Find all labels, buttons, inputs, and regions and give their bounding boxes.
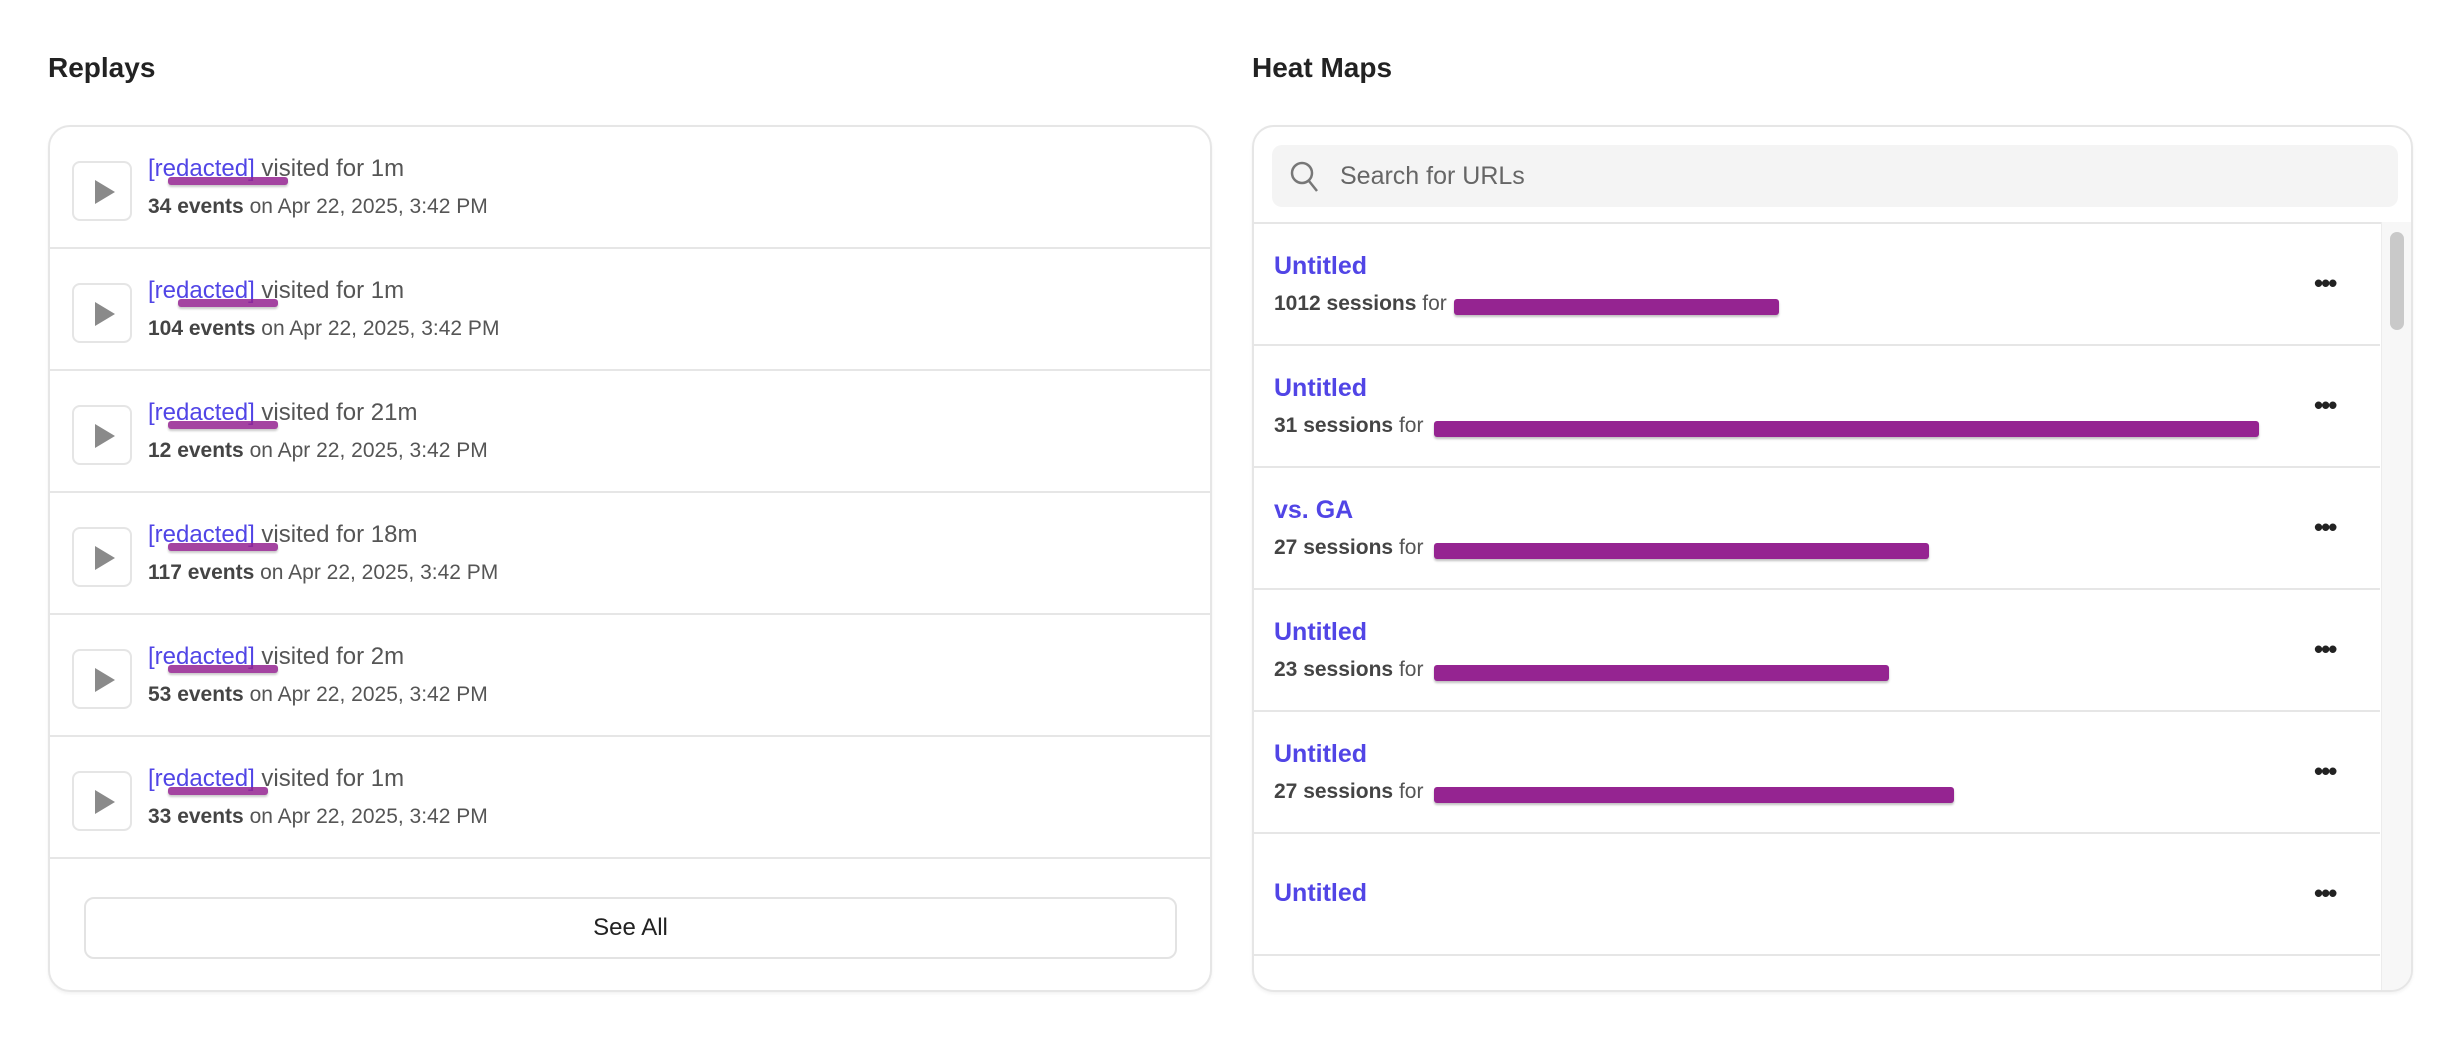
replay-date: on Apr 22, 2025, 3:42 PM — [249, 439, 488, 462]
replay-row[interactable]: [redacted] visited for 1m 34 events on A… — [50, 127, 1210, 249]
session-count: 31 sessions — [1274, 414, 1394, 437]
session-count: 27 sessions — [1274, 536, 1394, 559]
heatmaps-title: Heat Maps — [1252, 52, 1393, 83]
replay-date: on Apr 22, 2025, 3:42 PM — [249, 683, 488, 706]
redaction-mark — [1434, 543, 1929, 559]
heatmap-name[interactable]: Untitled — [1274, 618, 1368, 646]
heatmap-row[interactable]: Untitled 31 sessions for [redacted] ••• — [1254, 346, 2380, 468]
replay-row[interactable]: [redacted] visited for 1m 33 events on A… — [50, 737, 1210, 859]
replay-meta: 117 events on Apr 22, 2025, 3:42 PM — [148, 561, 498, 585]
replay-meta: 34 events on Apr 22, 2025, 3:42 PM — [148, 195, 488, 219]
for-label: for — [1398, 414, 1424, 437]
redaction-mark — [168, 543, 278, 551]
redaction-mark — [168, 787, 268, 795]
replays-card: [redacted] visited for 1m 34 events on A… — [48, 125, 1212, 992]
url-search[interactable] — [1272, 145, 2398, 207]
visit-duration: visited for 1m — [261, 277, 405, 304]
heatmap-row[interactable]: Untitled 23 sessions for [redacted] ••• — [1254, 590, 2380, 712]
ellipsis-icon[interactable]: ••• — [2314, 512, 2337, 542]
scrollbar-thumb[interactable] — [2390, 232, 2404, 330]
play-icon[interactable] — [72, 283, 132, 343]
heatmap-name[interactable]: Untitled — [1274, 374, 1368, 402]
heatmap-name[interactable]: vs. GA — [1274, 496, 1354, 524]
for-label: for — [1398, 780, 1424, 803]
heatmap-row[interactable]: Untitled 27 sessions for [redacted] ••• — [1254, 712, 2380, 834]
play-icon[interactable] — [72, 771, 132, 831]
redaction-mark — [168, 177, 288, 185]
heatmap-meta: 27 sessions for [redacted] — [1274, 536, 1523, 560]
event-count: 104 events — [148, 317, 256, 340]
for-label: for — [1422, 292, 1447, 315]
redaction-mark — [168, 421, 278, 429]
replay-meta: 53 events on Apr 22, 2025, 3:42 PM — [148, 683, 488, 707]
visit-duration: visited for 18m — [261, 521, 418, 548]
heatmap-meta: 31 sessions for [redacted] — [1274, 414, 1523, 438]
heatmap-row[interactable]: Untitled 1012 sessions for [redacted] ••… — [1254, 224, 2380, 346]
visit-duration: visited for 2m — [261, 643, 405, 670]
play-icon[interactable] — [72, 527, 132, 587]
replay-row[interactable]: [redacted] visited for 1m 104 events on … — [50, 249, 1210, 371]
replay-meta: 12 events on Apr 22, 2025, 3:42 PM — [148, 439, 488, 463]
for-label: for — [1398, 536, 1424, 559]
ellipsis-icon[interactable]: ••• — [2314, 390, 2337, 420]
event-count: 12 events — [148, 439, 244, 462]
replays-title: Replays — [48, 52, 156, 83]
ellipsis-icon[interactable]: ••• — [2314, 634, 2337, 664]
visit-duration: visited for 1m — [261, 765, 405, 792]
ellipsis-icon[interactable]: ••• — [2314, 268, 2337, 298]
replay-date: on Apr 22, 2025, 3:42 PM — [249, 805, 488, 828]
replay-title[interactable]: [redacted] visited for 18m — [148, 521, 417, 549]
replay-date: on Apr 22, 2025, 3:42 PM — [260, 561, 499, 584]
replay-meta: 104 events on Apr 22, 2025, 3:42 PM — [148, 317, 499, 341]
heatmap-meta: 27 sessions for [redacted] — [1274, 780, 1523, 804]
event-count: 33 events — [148, 805, 244, 828]
redaction-mark — [168, 665, 278, 673]
play-icon[interactable] — [72, 649, 132, 709]
replay-row[interactable]: [redacted] visited for 21m 12 events on … — [50, 371, 1210, 493]
session-count: 1012 sessions — [1274, 292, 1417, 315]
visit-duration: visited for 21m — [261, 399, 418, 426]
replay-date: on Apr 22, 2025, 3:42 PM — [249, 195, 488, 218]
redaction-mark — [1454, 299, 1779, 315]
redaction-mark — [1434, 665, 1889, 681]
replay-row[interactable]: [redacted] visited for 18m 117 events on… — [50, 493, 1210, 615]
for-label: for — [1398, 658, 1424, 681]
session-count: 27 sessions — [1274, 780, 1394, 803]
replay-title[interactable]: [redacted] visited for 2m — [148, 643, 404, 671]
ellipsis-icon[interactable]: ••• — [2314, 878, 2337, 908]
heatmap-name[interactable]: Untitled — [1274, 252, 1368, 280]
heatmaps-card: Untitled 1012 sessions for [redacted] ••… — [1252, 125, 2413, 992]
heatmap-meta: 23 sessions for [redacted] — [1274, 658, 1523, 682]
heatmap-list: Untitled 1012 sessions for [redacted] ••… — [1254, 222, 2411, 990]
see-all-button[interactable]: See All — [84, 897, 1177, 959]
session-count: 23 sessions — [1274, 658, 1394, 681]
heatmap-row[interactable] — [1254, 956, 2380, 990]
replay-date: on Apr 22, 2025, 3:42 PM — [261, 317, 500, 340]
heatmap-row[interactable]: vs. GA 27 sessions for [redacted] ••• — [1254, 468, 2380, 590]
heatmap-meta: 1012 sessions for [redacted] — [1274, 292, 1546, 316]
redaction-mark — [1434, 787, 1954, 803]
redaction-mark — [1434, 421, 2259, 437]
search-icon — [1290, 161, 1318, 192]
scrollbar[interactable] — [2381, 222, 2411, 990]
redaction-mark — [178, 299, 278, 307]
heatmap-name[interactable]: Untitled — [1274, 879, 1368, 907]
event-count: 117 events — [148, 561, 255, 584]
play-icon[interactable] — [72, 405, 132, 465]
search-input[interactable] — [1340, 145, 2340, 207]
replay-row[interactable]: [redacted] visited for 2m 53 events on A… — [50, 615, 1210, 737]
ellipsis-icon[interactable]: ••• — [2314, 756, 2337, 786]
heatmap-name[interactable]: Untitled — [1274, 740, 1368, 768]
replay-meta: 33 events on Apr 22, 2025, 3:42 PM — [148, 805, 488, 829]
heatmap-row[interactable]: Untitled ••• — [1254, 834, 2380, 956]
event-count: 34 events — [148, 195, 244, 218]
event-count: 53 events — [148, 683, 244, 706]
play-icon[interactable] — [72, 161, 132, 221]
